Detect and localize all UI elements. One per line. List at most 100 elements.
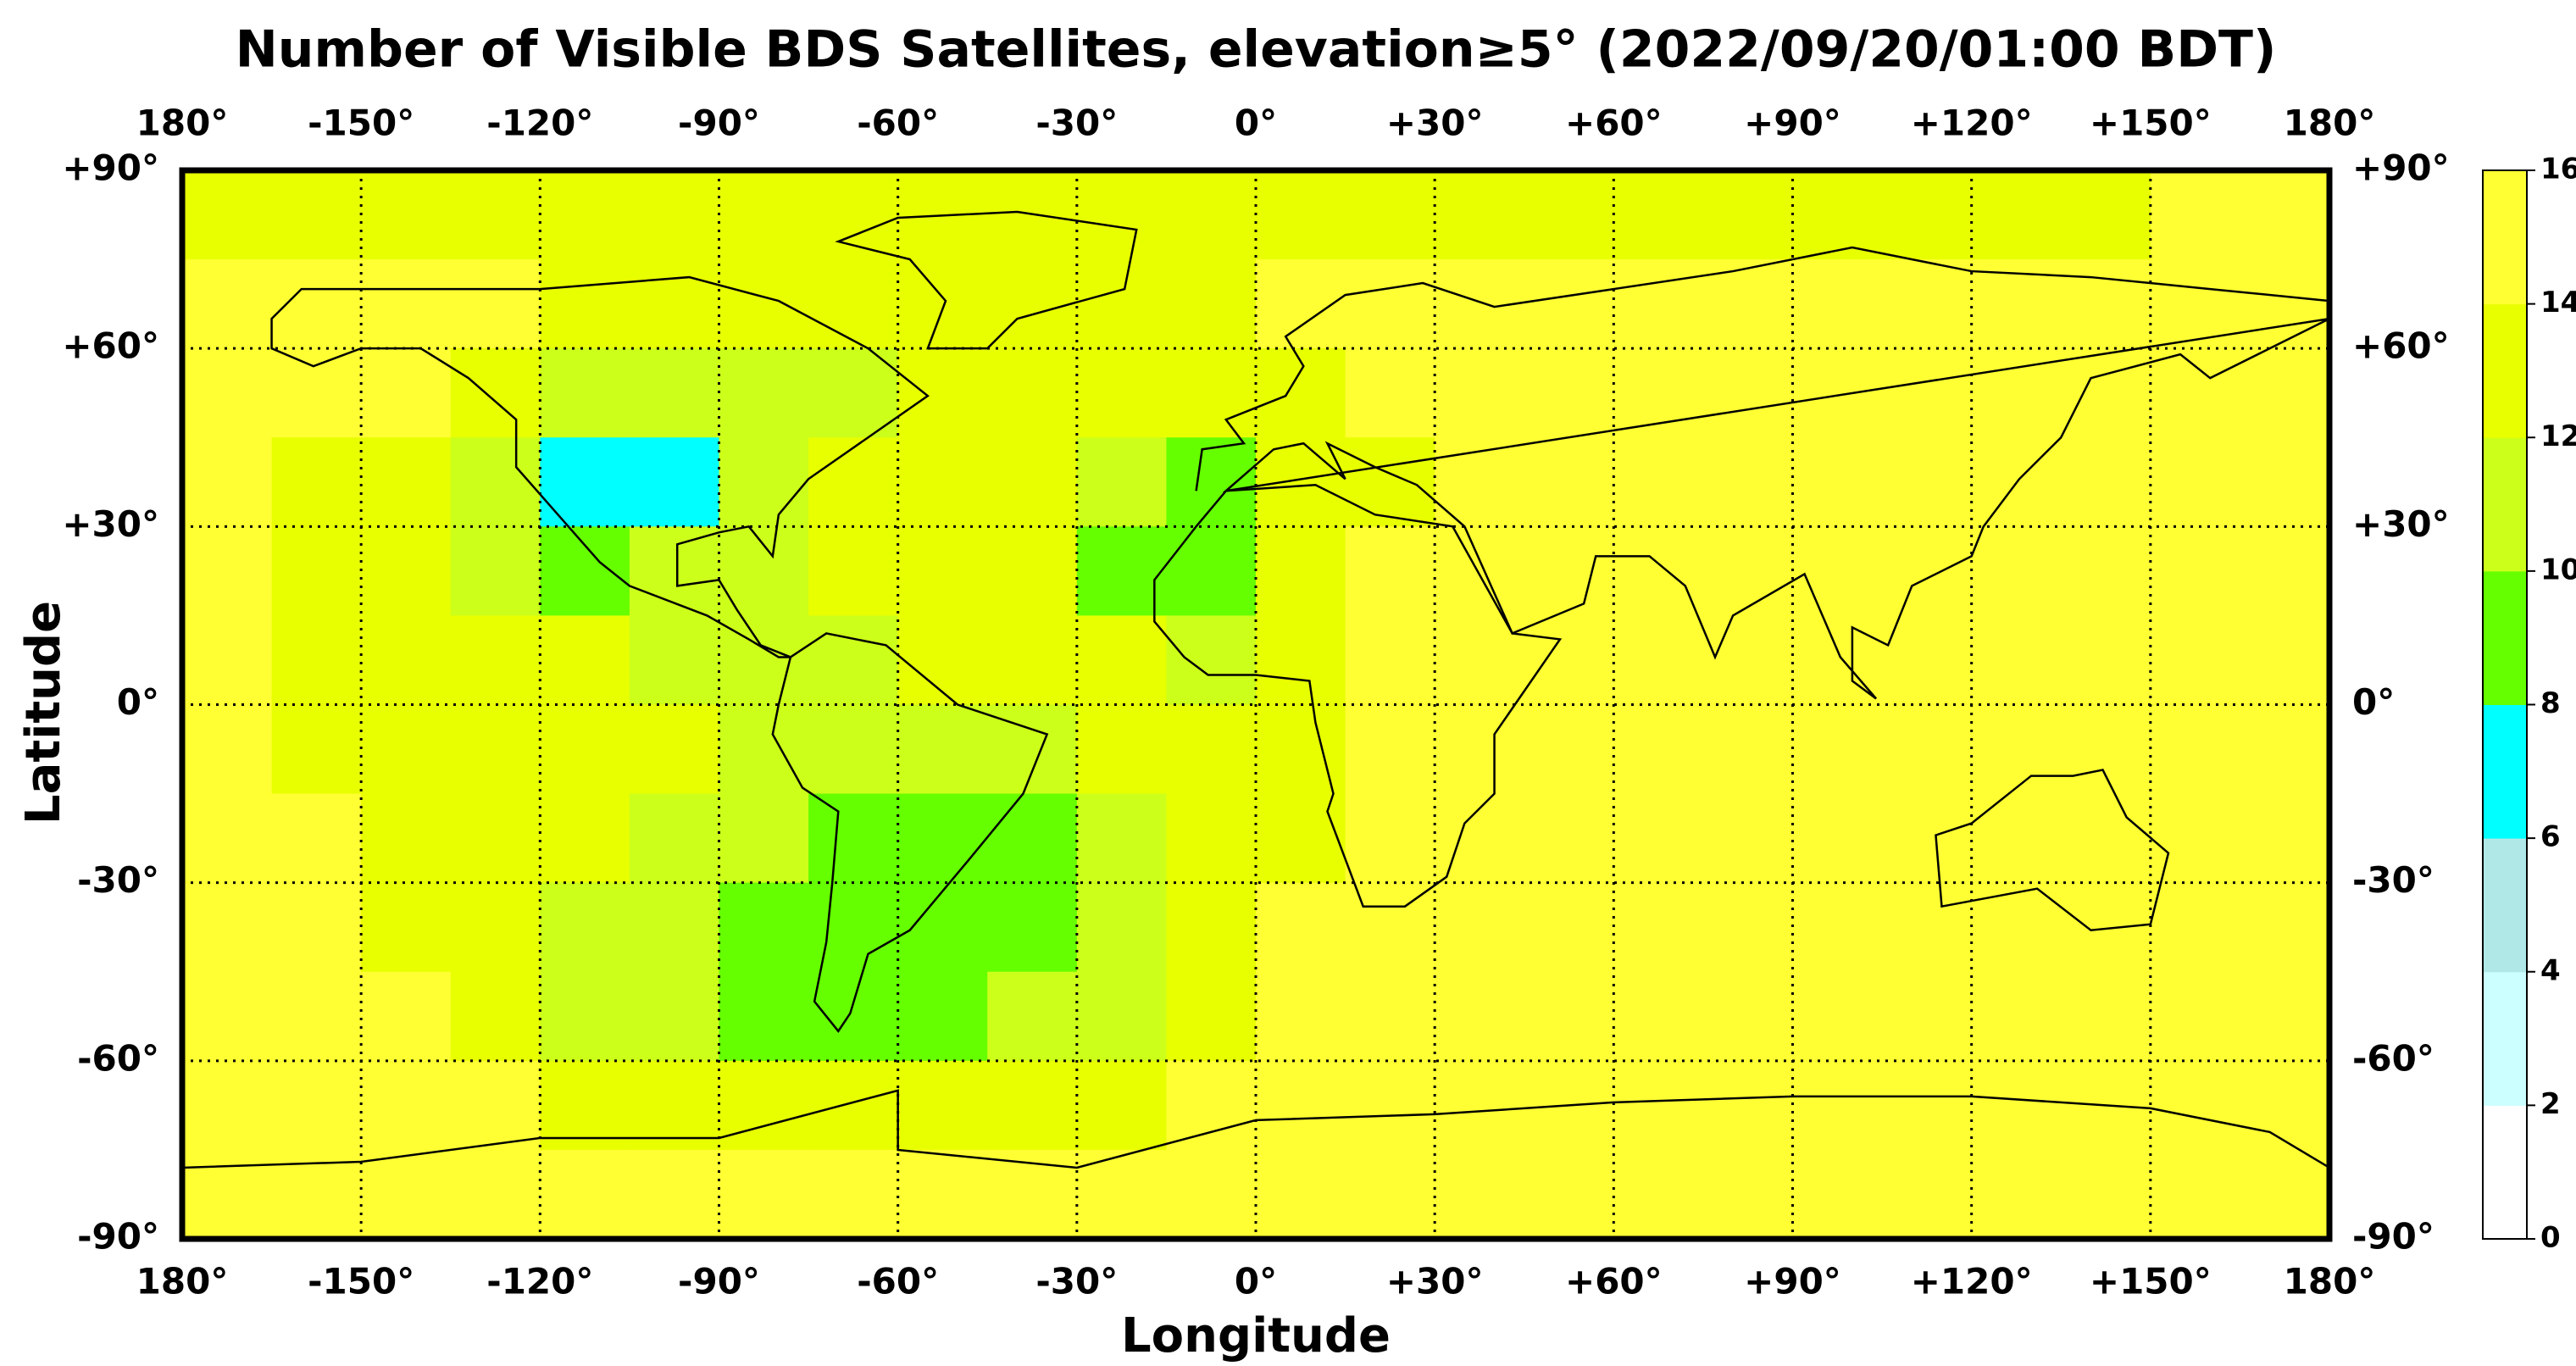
x-tick-label: -150°: [308, 1261, 414, 1302]
coastline: [182, 1091, 2329, 1168]
heat-cell: [1076, 348, 1167, 438]
heat-cell: [629, 1060, 719, 1151]
heat-cell: [2150, 704, 2240, 795]
heat-cell: [897, 1060, 988, 1151]
heat-cell: [1345, 1149, 1435, 1240]
y-tick-label: -90°: [2352, 1216, 2434, 1258]
heat-cell: [450, 1149, 541, 1240]
heat-cell: [2240, 437, 2330, 527]
x-tick-label: +120°: [1911, 103, 2033, 144]
heat-cell: [1702, 615, 1793, 705]
heat-cell: [1435, 526, 1525, 616]
x-tick-label: -30°: [1035, 103, 1118, 144]
heat-cell: [897, 615, 988, 705]
heat-cell: [182, 170, 273, 260]
heat-cell: [271, 526, 362, 616]
heat-cell: [1166, 704, 1257, 795]
heat-cell: [182, 971, 273, 1062]
y-tick-label: +60°: [62, 325, 159, 367]
heat-cell: [540, 348, 630, 438]
heat-cell: [1971, 971, 2062, 1062]
colorbar-swatch: [2483, 437, 2527, 572]
y-tick-label: -30°: [77, 859, 159, 901]
heat-cell: [2240, 259, 2330, 349]
heat-cell: [808, 348, 899, 438]
heat-cell: [361, 170, 452, 260]
heat-cell: [1524, 1149, 1614, 1240]
heat-cell: [1792, 526, 1883, 616]
heat-cell: [1166, 1060, 1257, 1151]
heat-cell: [540, 971, 630, 1062]
heat-cell: [987, 882, 1078, 973]
heat-cell: [1613, 437, 1704, 527]
heat-cell: [1076, 615, 1167, 705]
colorbar-swatch: [2483, 971, 2527, 1106]
heat-cell: [1166, 170, 1257, 260]
x-tick-label: -90°: [678, 1261, 760, 1302]
heat-cell: [540, 170, 630, 260]
heat-cell: [1882, 882, 1973, 973]
heat-cell: [450, 170, 541, 260]
heat-cell: [361, 882, 452, 973]
colorbar-tick-label: 14: [2540, 286, 2576, 319]
heat-cell: [450, 615, 541, 705]
heat-cell: [629, 615, 719, 705]
x-axis-label: Longitude: [1121, 1308, 1391, 1363]
heat-cell: [2240, 615, 2330, 705]
heat-cell: [540, 704, 630, 795]
heat-cell: [1435, 348, 1525, 438]
heat-cell: [1256, 882, 1346, 973]
x-tick-label: -30°: [1035, 1261, 1118, 1302]
heat-cell: [1792, 704, 1883, 795]
plot-frame: [179, 167, 2333, 1242]
heat-cell: [2061, 526, 2151, 616]
heat-cell: [361, 348, 452, 438]
heat-cell: [540, 259, 630, 349]
heat-cell: [1792, 1060, 1883, 1151]
heat-cell: [450, 793, 541, 884]
heat-cell: [1076, 882, 1167, 973]
heat-cell: [1702, 1149, 1793, 1240]
heat-cell: [540, 526, 630, 616]
y-tick-label: +60°: [2352, 325, 2450, 367]
heat-cell: [1345, 259, 1435, 349]
heat-cell: [1971, 526, 2062, 616]
coastline: [838, 212, 1136, 348]
heat-cell: [2061, 437, 2151, 527]
heat-cell: [271, 615, 362, 705]
heat-cell: [2061, 704, 2151, 795]
coastlines: [182, 212, 2329, 1168]
heat-cell: [1882, 348, 1973, 438]
heat-cell: [1076, 971, 1167, 1062]
heat-cell: [808, 1149, 899, 1240]
heat-cell: [2150, 170, 2240, 260]
heat-cell: [1882, 259, 1973, 349]
heat-cell: [361, 437, 452, 527]
heat-cell: [1613, 170, 1704, 260]
heat-cell: [540, 615, 630, 705]
heat-cell: [361, 704, 452, 795]
heat-cell: [450, 971, 541, 1062]
heat-cell: [1166, 437, 1257, 527]
heat-cell: [1882, 971, 1973, 1062]
heat-cell: [450, 882, 541, 973]
heat-cell: [2061, 259, 2151, 349]
heat-cell: [1076, 1060, 1167, 1151]
heat-cell: [1792, 882, 1883, 973]
heat-cell: [897, 1149, 988, 1240]
heat-cell: [719, 704, 809, 795]
heat-cell: [808, 704, 899, 795]
heat-cell: [2150, 348, 2240, 438]
x-tick-label: -60°: [857, 103, 939, 144]
heat-cell: [1882, 793, 1973, 884]
heat-cell: [629, 170, 719, 260]
y-tick-label: 0°: [117, 681, 159, 723]
heat-cell: [1702, 882, 1793, 973]
heat-cell: [629, 971, 719, 1062]
heat-cell: [182, 882, 273, 973]
heat-cell: [2240, 882, 2330, 973]
heat-cell: [1524, 259, 1614, 349]
colorbar-tick-label: 12: [2540, 419, 2576, 453]
x-tick-label: -120°: [486, 103, 593, 144]
colorbar-swatch: [2483, 838, 2527, 973]
